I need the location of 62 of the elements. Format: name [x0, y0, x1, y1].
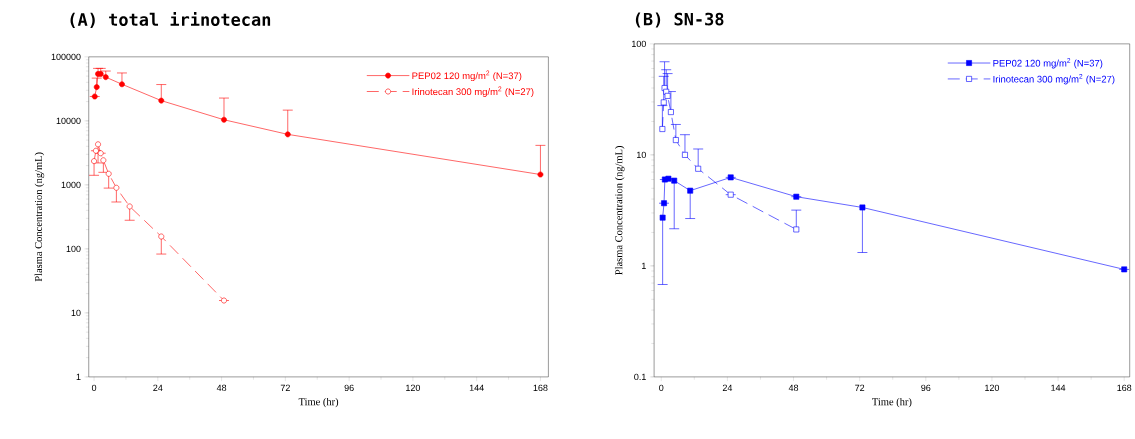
legend-label: PEP02 120 mg/m$^{2}$ (N=37) [993, 58, 1103, 69]
x-tick-label: 24 [722, 384, 733, 392]
point [105, 171, 112, 177]
x-tick-label: 168 [533, 384, 548, 392]
point [93, 84, 100, 91]
y-tick-label: 100 [632, 40, 646, 48]
x-tick-label: 144 [469, 384, 484, 391]
y-tick-label: 1000 [61, 181, 81, 189]
point [221, 117, 227, 123]
y-tick-label: 0.1 [634, 373, 646, 381]
point [668, 109, 674, 116]
point [659, 126, 666, 133]
point [100, 157, 107, 164]
x-axis-title: Time (hr) [298, 398, 339, 408]
x-tick-label: 144 [1051, 384, 1066, 391]
point [687, 187, 694, 194]
y-axis-title: Plasma Concentration (ng/mL) [34, 152, 45, 282]
y-axis-title: Plasma Concentration (ng/mL) [614, 146, 625, 276]
x-tick-label: 24 [153, 384, 163, 392]
x-tick-label: 120 [985, 384, 1000, 392]
x-tick-label: 96 [921, 384, 931, 392]
point [158, 97, 165, 104]
chart-title: (A) total irinotecan [70, 12, 271, 29]
point [659, 214, 666, 221]
point [113, 185, 120, 191]
y-tick-label: 10 [637, 151, 646, 159]
x-tick-label: 72 [280, 384, 290, 392]
legend-label: PEP02 120 mg/m$^{2}$ (N=37) [412, 70, 522, 82]
y-tick-label: 100000 [51, 53, 81, 61]
x-tick-label: 168 [1117, 384, 1132, 392]
point [91, 158, 97, 165]
point [695, 166, 702, 172]
x-axis-title: Time (hr) [872, 398, 912, 408]
x-tick-label: 0 [659, 384, 664, 392]
point [95, 141, 101, 148]
x-tick-label: 48 [788, 384, 799, 392]
y-tick-label: 1 [642, 262, 646, 270]
y-tick-label: 100 [66, 245, 81, 253]
point [126, 203, 133, 210]
point [660, 99, 667, 106]
legend-label: Irinotecan 300 mg/m$^{2}$ (N=27) [412, 86, 534, 98]
point [102, 74, 109, 81]
x-tick-label: 120 [406, 384, 421, 392]
point [158, 233, 165, 240]
point [671, 177, 678, 184]
point [664, 93, 671, 99]
y-tick-label: 1 [76, 373, 81, 381]
point [119, 81, 125, 88]
y-tick-label: 10000 [56, 117, 81, 125]
x-tick-label: 48 [216, 384, 227, 392]
x-tick-label: 96 [344, 384, 354, 392]
point [284, 131, 291, 138]
legend-label: Irinotecan 300 mg/m$^{2}$ (N=27) [993, 74, 1115, 85]
point [672, 137, 679, 144]
point [537, 171, 544, 178]
x-tick-label: 72 [855, 384, 865, 392]
y-tick-label: 10 [71, 309, 81, 317]
x-tick-label: 0 [91, 384, 97, 392]
point [793, 226, 800, 233]
point [682, 152, 688, 158]
point [859, 204, 866, 211]
chart-title: (B) SN-38 [635, 12, 724, 28]
